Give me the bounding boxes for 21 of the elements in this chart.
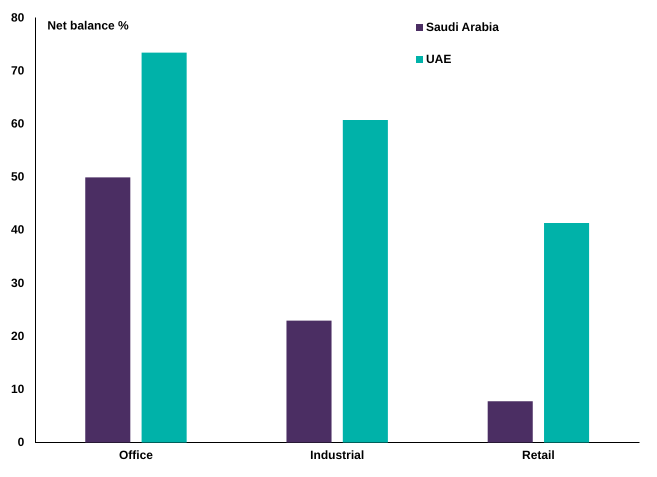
y-tick-label: 60 xyxy=(10,116,25,131)
y-tick-label: 10 xyxy=(10,382,25,396)
y-tick-label: 0 xyxy=(18,434,25,449)
bar xyxy=(544,222,590,443)
y-tick-label: 80 xyxy=(10,10,25,25)
bar xyxy=(342,120,388,443)
y-tick-label: 40 xyxy=(10,222,25,237)
x-tick-label: Office xyxy=(118,448,154,462)
legend-label: UAE xyxy=(426,52,452,66)
bar xyxy=(142,52,187,443)
legend-label: Saudi Arabia xyxy=(426,20,499,34)
x-tick-label: Industrial xyxy=(310,448,364,462)
y-tick-label: 20 xyxy=(10,328,25,343)
x-tick-label: Retail xyxy=(522,448,555,462)
y-tick-label: 70 xyxy=(10,64,25,78)
y-axis-title: Net balance % xyxy=(47,18,130,33)
bar xyxy=(488,401,533,443)
bar xyxy=(85,177,130,443)
y-tick-label: 50 xyxy=(10,170,25,184)
y-tick-label: 30 xyxy=(10,276,25,290)
bar xyxy=(286,320,332,443)
